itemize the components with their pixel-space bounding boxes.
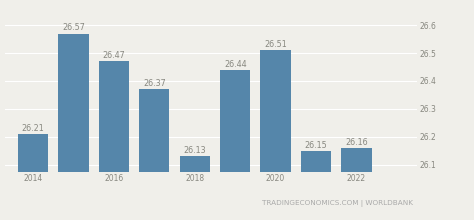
- Text: 26.15: 26.15: [305, 141, 328, 150]
- Bar: [99, 61, 129, 172]
- Text: 26.21: 26.21: [22, 124, 45, 133]
- Text: 26.44: 26.44: [224, 60, 246, 69]
- Bar: [18, 134, 48, 172]
- Bar: [180, 156, 210, 172]
- Text: 26.37: 26.37: [143, 79, 166, 88]
- Text: 26.16: 26.16: [345, 138, 368, 147]
- Bar: [260, 50, 291, 172]
- Bar: [341, 148, 372, 172]
- Text: 26.47: 26.47: [102, 51, 125, 60]
- Text: 26.57: 26.57: [62, 23, 85, 32]
- Text: 26.13: 26.13: [183, 146, 206, 155]
- Bar: [58, 33, 89, 172]
- Bar: [301, 151, 331, 172]
- Text: TRADINGECONOMICS.COM | WORLDBANK: TRADINGECONOMICS.COM | WORLDBANK: [262, 200, 413, 207]
- Bar: [220, 70, 250, 172]
- Text: 26.51: 26.51: [264, 40, 287, 49]
- Bar: [139, 89, 170, 172]
